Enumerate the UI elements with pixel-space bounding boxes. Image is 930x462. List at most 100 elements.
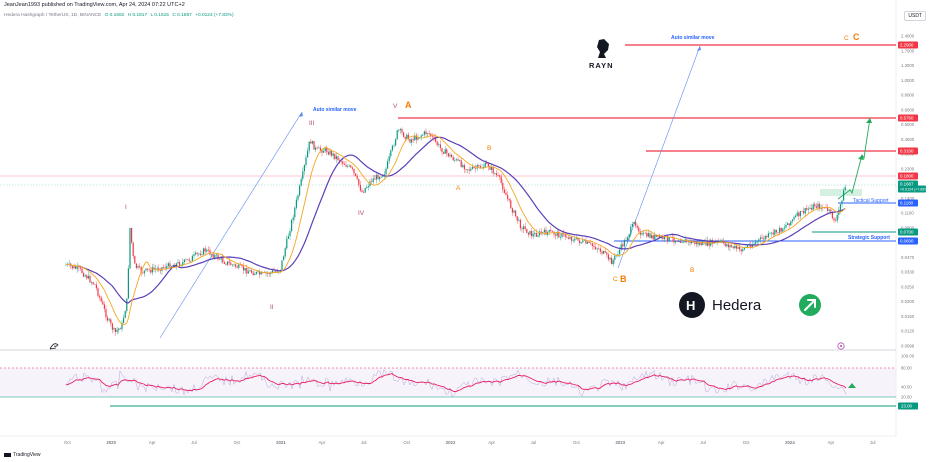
candle-body: [435, 137, 437, 142]
candle-body: [479, 166, 481, 169]
candle-body: [310, 141, 312, 144]
candle-body: [771, 232, 773, 234]
candle-body: [283, 256, 285, 261]
compare-icon[interactable]: [837, 342, 845, 350]
candle-body: [719, 240, 721, 242]
ohlc-low: L 0.1515: [150, 13, 169, 18]
time-axis[interactable]: Oct 2020 Apr Jul Oct 2021 Apr Jul Oct 2022 Apr Jul O…: [64, 440, 876, 445]
candle-body: [81, 268, 83, 274]
candle-body: [459, 160, 461, 161]
candle-body: [521, 228, 523, 230]
candle-body: [182, 262, 184, 265]
candle-body: [257, 271, 259, 272]
price-tick-label: 0.0150: [901, 314, 915, 319]
candle-body: [190, 260, 192, 262]
candle-body: [494, 173, 496, 174]
moving-average-short: [65, 135, 846, 326]
candle-body: [780, 227, 782, 232]
rsi-badge-label: 23.00: [901, 404, 913, 409]
projection-arrow-1[interactable]: [159, 111, 303, 339]
symbol-name[interactable]: Hedera Hashgraph / TetherUS, 1D, BINANCE: [4, 13, 102, 18]
candle-body: [131, 227, 133, 243]
candle-body: [107, 317, 109, 321]
candle-body: [606, 252, 608, 255]
candle-body: [193, 254, 195, 256]
candle-body: [502, 182, 504, 190]
candle-body: [460, 160, 462, 167]
candle-body: [307, 150, 309, 158]
candle-body: [137, 266, 139, 268]
time-tick-label: Oct: [743, 440, 750, 445]
candle-body: [678, 241, 680, 243]
rsi-band: [0, 368, 896, 397]
candle-body: [231, 264, 233, 266]
candle-body: [380, 176, 382, 178]
candle-body: [571, 237, 573, 241]
candle-body: [305, 157, 307, 166]
candle-body: [558, 231, 560, 238]
tradingview-footer-text: TradingView: [13, 452, 41, 458]
candle-body: [462, 165, 464, 167]
candle-body: [188, 259, 190, 261]
candle-body: [399, 129, 401, 131]
candle-body: [638, 227, 640, 232]
candle-body: [252, 272, 254, 276]
candle-body: [172, 264, 174, 267]
candle-body: [809, 207, 811, 209]
candle-body: [134, 255, 136, 264]
candle-body: [585, 240, 587, 244]
candle-body: [828, 209, 830, 211]
wave-label-IV: IV: [358, 210, 365, 217]
wave-label-I: I: [125, 204, 127, 211]
rsi-axis[interactable]: 100.00 80.00 40.00 20.00 23.00: [898, 354, 918, 410]
projection-arrow-2[interactable]: [617, 45, 701, 269]
candle-body: [657, 234, 659, 237]
price-tick-label: 0.0120: [901, 329, 915, 334]
candle-body: [767, 233, 769, 238]
rsi-tick-label: 40.00: [901, 385, 912, 390]
replay-icon[interactable]: [49, 343, 59, 350]
candle-body: [798, 212, 800, 217]
candle-body: [169, 263, 171, 269]
candle-body: [817, 203, 819, 208]
candle-body: [99, 295, 101, 298]
candle-body: [483, 166, 485, 168]
candle-body: [423, 131, 425, 135]
candle-body: [367, 186, 369, 188]
candle-body: [607, 254, 609, 260]
time-tick-label: 2021: [276, 440, 286, 445]
candle-body: [209, 249, 211, 255]
candle-body: [308, 141, 310, 151]
candle-body: [532, 233, 534, 237]
candle-body: [281, 260, 283, 270]
candle-body: [396, 130, 398, 140]
projected-path-mid-head: [858, 155, 864, 160]
price-tick-label: 2.4000: [901, 34, 915, 39]
candle-body: [487, 163, 489, 167]
candle-body: [839, 204, 841, 210]
candle-body: [734, 245, 736, 248]
price-badge-label: +0.0124 (+7.83%): [900, 188, 929, 192]
candle-body: [135, 263, 137, 268]
candle-body: [177, 262, 179, 264]
candle-body: [393, 145, 395, 146]
candle-body: [363, 192, 365, 193]
candle-body: [739, 247, 741, 250]
candle-body: [388, 156, 390, 162]
candle-body: [220, 257, 222, 260]
candle-body: [148, 269, 150, 271]
candle-body: [230, 262, 232, 266]
candle-body: [385, 168, 387, 175]
candle-body: [150, 270, 152, 273]
candle-body: [372, 178, 374, 182]
candle-body: [116, 330, 118, 332]
candle-body: [508, 198, 510, 201]
candle-body: [523, 226, 525, 230]
candle-body: [548, 229, 550, 232]
candle-body: [438, 144, 440, 146]
currency-button[interactable]: USDT: [904, 11, 926, 21]
price-axis[interactable]: 2.4000 1.7000 1.3000 1.0000 0.8000 0.6000 0.50…: [901, 34, 915, 349]
candle-body: [812, 204, 814, 210]
candle-body: [451, 154, 453, 158]
